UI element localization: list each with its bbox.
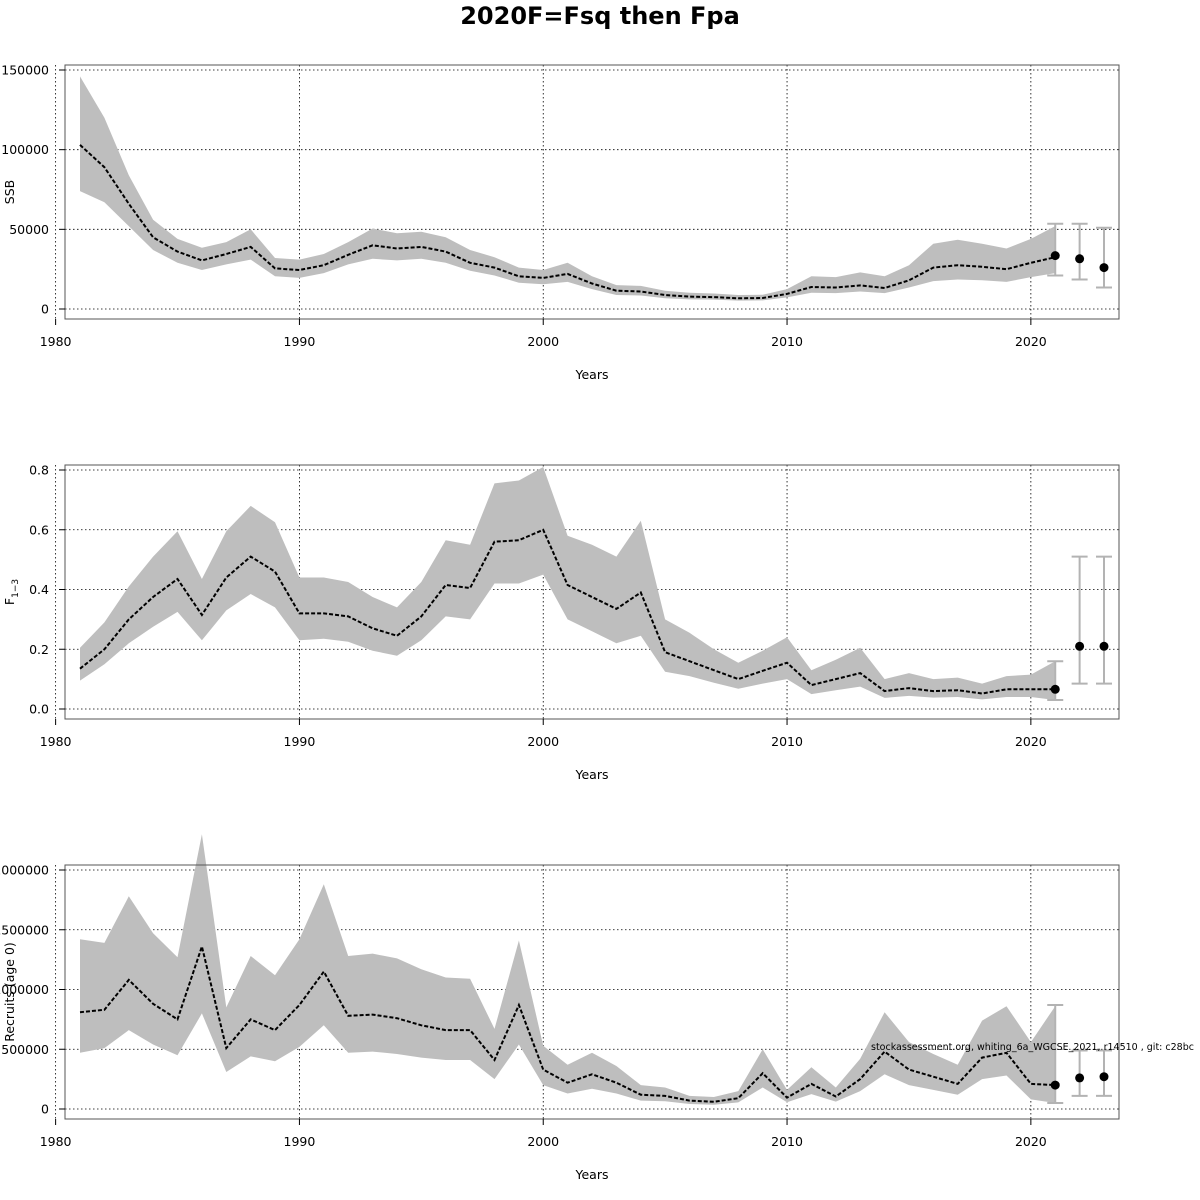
x-tick-label-2020: 2020 (1015, 734, 1047, 749)
panel-recruits: 1980 1990 2000 2010 2020 Years 0 500000 1000000 1… (0, 834, 1120, 1182)
x-tick-label-2000: 2000 (527, 334, 559, 349)
confidence-band (80, 76, 1056, 301)
estimate-line (79, 144, 1056, 300)
y-tick-label-1: 50000 (9, 222, 49, 237)
x-axis-label: Years (575, 1167, 609, 1182)
y-tick-label-4: 0.8 (29, 463, 49, 478)
y-tick-label-2: 100000 (1, 142, 49, 157)
x-tick-label-1980: 1980 (40, 1134, 72, 1149)
y-tick-label-0: 0 (41, 1102, 49, 1117)
y-tick-label-2: 1000000 (0, 982, 49, 997)
y-tick-label-1: 0.2 (29, 642, 49, 657)
forecast-point-2021 (1050, 251, 1060, 261)
x-tick-label-2020: 2020 (1015, 1134, 1047, 1149)
x-tick-label-2010: 2010 (771, 1134, 803, 1149)
plot-frame (64, 64, 1120, 320)
forecast-point-2023 (1099, 641, 1109, 651)
forecast-point-2021 (1050, 684, 1060, 694)
x-tick-label-2010: 2010 (771, 734, 803, 749)
figure-title: 2020F=Fsq then Fpa (460, 2, 740, 30)
y-tick-label-2: 0.4 (29, 582, 49, 597)
forecast-point-2021 (1050, 1080, 1060, 1090)
y-tick-label-3: 0.6 (29, 522, 49, 537)
y-axis-label: F1−3 (2, 579, 21, 605)
y-tick-label-0: 0.0 (29, 702, 49, 717)
estimate-line (79, 528, 1056, 695)
panel-ssb: 1980 1990 2000 2010 2020 Years 0 50000 100000 150… (1, 63, 1120, 382)
y-axis-label: SSB (2, 180, 17, 204)
y-tick-label-3: 150000 (1, 63, 49, 78)
plot-frame (64, 864, 1120, 1120)
x-tick-label-1980: 1980 (40, 734, 72, 749)
estimate-line (79, 942, 1056, 1103)
forecast-point-2022 (1075, 641, 1085, 651)
forecast-point-2022 (1075, 1073, 1085, 1083)
panel-fbar: 1980 1990 2000 2010 2020 Years 0.0 0.2 0.4 0.6 0.8… (2, 463, 1120, 782)
forecast-point-2023 (1099, 263, 1109, 273)
x-tick-label-1990: 1990 (284, 1134, 316, 1149)
x-tick-label-2000: 2000 (527, 734, 559, 749)
x-axis-label: Years (575, 767, 609, 782)
y-tick-label-3: 1500000 (0, 922, 49, 937)
x-tick-label-1990: 1990 (284, 734, 316, 749)
x-axis-label: Years (575, 367, 609, 382)
plot-frame (64, 464, 1120, 720)
footnote-text: stockassessment.org, whiting_6a_WGCSE_20… (871, 1042, 1194, 1053)
x-tick-label-1990: 1990 (284, 334, 316, 349)
y-axis-label: Recruits (age 0) (2, 942, 17, 1042)
forecast-point-2023 (1099, 1072, 1109, 1082)
y-tick-label-0: 0 (41, 302, 49, 317)
forecast-point-2022 (1075, 254, 1085, 264)
x-tick-label-1980: 1980 (40, 334, 72, 349)
x-tick-label-2020: 2020 (1015, 334, 1047, 349)
x-tick-label-2010: 2010 (771, 334, 803, 349)
y-axis-label-subscript: 1−3 (11, 579, 21, 598)
y-tick-label-1: 500000 (1, 1042, 49, 1057)
confidence-band (80, 467, 1056, 700)
chart-panels: 1980 1990 2000 2010 2020 Years 0 50000 100000 150… (0, 63, 1120, 1182)
y-tick-label-4: 2000000 (0, 863, 49, 878)
confidence-band (80, 834, 1056, 1105)
x-tick-label-2000: 2000 (527, 1134, 559, 1149)
